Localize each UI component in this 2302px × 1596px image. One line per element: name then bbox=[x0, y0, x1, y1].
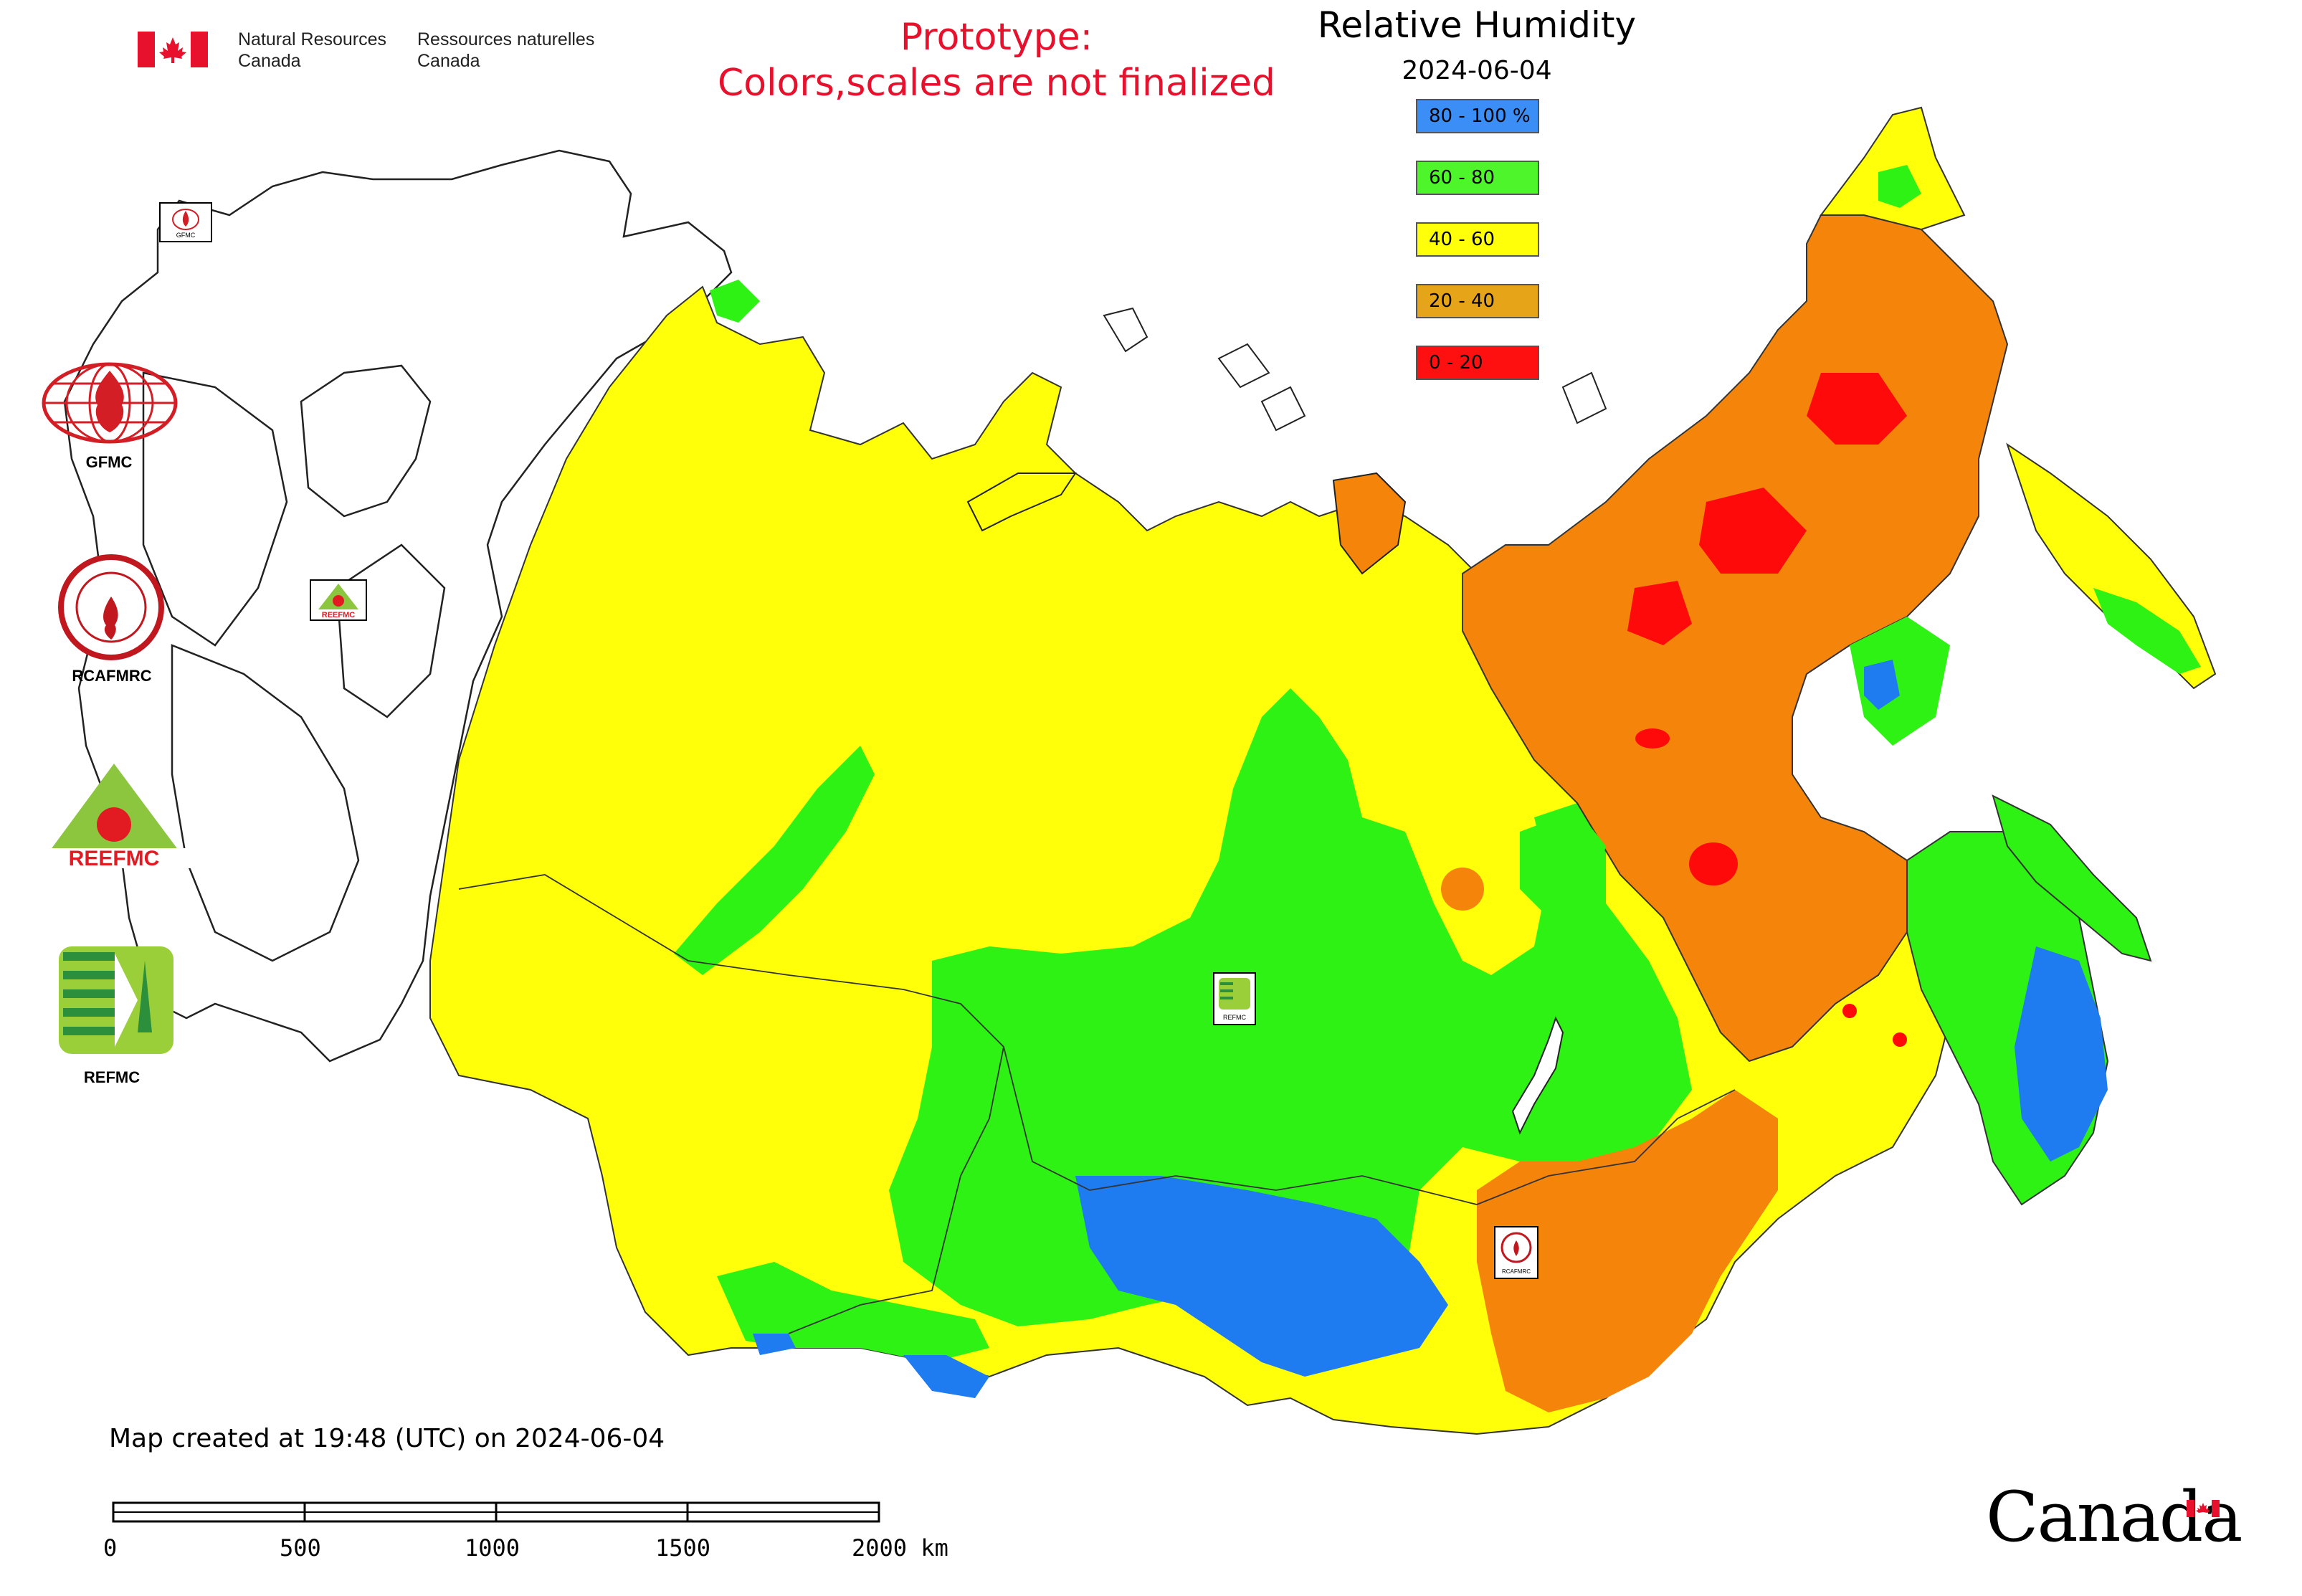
europe-outline bbox=[63, 149, 733, 1063]
rcafmrc-badge-text: RCAFMRC bbox=[1502, 1268, 1531, 1275]
refmc-badge: REFMC bbox=[1213, 972, 1256, 1025]
canada-flag-icon bbox=[138, 32, 208, 67]
region-green-central bbox=[889, 688, 1692, 1326]
region-green-aldan bbox=[1520, 810, 1606, 918]
legend-item-40-60: 40 - 60 bbox=[1416, 222, 1539, 257]
refmc-badge-icon: REFMC bbox=[1219, 978, 1250, 1021]
gov-name-en-line2: Canada bbox=[238, 51, 301, 71]
scale-label-2000: 2000 km bbox=[852, 1534, 948, 1562]
lake-baikal bbox=[1511, 1016, 1564, 1135]
gfmc-globe-icon bbox=[42, 362, 178, 444]
novaya-zemlya bbox=[966, 472, 1077, 532]
legend-item-0-20: 0 - 20 bbox=[1416, 346, 1539, 380]
rcafmrc-badge-icon: RCAFMRC bbox=[1500, 1232, 1532, 1275]
gfmc-logo bbox=[42, 362, 178, 445]
orange-patch-small bbox=[1441, 868, 1484, 911]
legend-label: 80 - 100 % bbox=[1429, 105, 1531, 127]
rcafmrc-badge: RCAFMRC bbox=[1494, 1226, 1538, 1279]
legend-item-20-40: 20 - 40 bbox=[1416, 284, 1539, 318]
region-blue-kazakh bbox=[903, 1355, 989, 1398]
red-hotspots bbox=[1627, 373, 1907, 1047]
gfmc-badge-icon: GFMC bbox=[172, 209, 199, 239]
gov-name-en: Natural Resources Canada bbox=[238, 29, 386, 72]
legend: 80 - 100 % 60 - 80 40 - 60 20 - 40 0 - 2… bbox=[1416, 99, 1539, 386]
gfmc-badge-text: GFMC bbox=[176, 232, 196, 239]
refmc-badge-text: REFMC bbox=[1223, 1014, 1246, 1021]
legend-label: 40 - 60 bbox=[1429, 229, 1495, 250]
gov-name-fr-line2: Canada bbox=[417, 51, 480, 71]
gov-name-fr: Ressources naturelles Canada bbox=[417, 29, 594, 72]
region-blue-primorye bbox=[2015, 946, 2108, 1162]
map-title: Relative Humidity bbox=[1317, 4, 1637, 46]
rcafmrc-label: RCAFMRC bbox=[72, 667, 152, 685]
scale-label-1500: 1500 bbox=[655, 1534, 711, 1562]
canada-wordmark: Canada bbox=[1986, 1477, 2242, 1557]
canada-wordmark-flag-icon bbox=[2187, 1500, 2220, 1517]
sakhalin bbox=[1992, 794, 2152, 962]
region-green-chukotka bbox=[1878, 165, 1921, 208]
refmc-sigma-icon bbox=[59, 946, 173, 1054]
rcafmrc-seal-icon bbox=[58, 554, 164, 660]
scale-label-500: 500 bbox=[280, 1534, 321, 1562]
region-blue-caspian bbox=[753, 1334, 796, 1355]
legend-item-60-80: 60 - 80 bbox=[1416, 161, 1539, 195]
refmc-logo bbox=[59, 946, 173, 1054]
region-green-west-siberia bbox=[674, 746, 875, 975]
canada-wordmark-flag bbox=[2187, 1500, 2220, 1517]
region-green-north-europe bbox=[710, 280, 760, 323]
region-green-okhotsk bbox=[1850, 617, 1950, 746]
reefmc-logo: REEFMC bbox=[37, 764, 191, 871]
gfmc-badge: GFMC bbox=[159, 202, 212, 242]
region-green-kamchatka bbox=[2093, 588, 2201, 674]
reefmc-badge: REEFMC bbox=[310, 579, 367, 621]
borders bbox=[458, 874, 1736, 1334]
arctic-islands bbox=[1103, 307, 1607, 432]
gov-name-fr-line1: Ressources naturelles bbox=[417, 29, 595, 49]
legend-label: 60 - 80 bbox=[1429, 167, 1495, 189]
region-blue-south bbox=[1075, 1176, 1448, 1377]
region-blue-okhotsk bbox=[1864, 660, 1900, 710]
reefmc-triangle-icon: REEFMC bbox=[37, 764, 191, 870]
reefmc-mark-text: REEFMC bbox=[69, 847, 160, 870]
scale-label-1000: 1000 bbox=[465, 1534, 520, 1562]
reefmc-badge-text: REEFMC bbox=[322, 611, 356, 619]
prototype-line2: Colors,scales are not finalized bbox=[717, 62, 1276, 105]
scale-bar bbox=[112, 1501, 886, 1530]
canada-flag-header bbox=[138, 32, 208, 67]
scale-label-0: 0 bbox=[103, 1534, 118, 1562]
legend-label: 0 - 20 bbox=[1429, 352, 1483, 374]
gov-name-en-line1: Natural Resources bbox=[238, 29, 387, 49]
map-date: 2024-06-04 bbox=[1402, 56, 1552, 85]
gfmc-label: GFMC bbox=[85, 453, 133, 471]
severnaya-zemlya bbox=[1332, 472, 1407, 575]
refmc-label: REFMC bbox=[83, 1068, 141, 1086]
prototype-notice: Prototype: Colors,scales are not finaliz… bbox=[674, 14, 1319, 106]
map-created-text: Map created at 19:48 (UTC) on 2024-06-04 bbox=[109, 1424, 665, 1453]
rcafmrc-logo bbox=[57, 554, 165, 661]
prototype-line1: Prototype: bbox=[900, 16, 1093, 59]
legend-item-80-100: 80 - 100 % bbox=[1416, 99, 1539, 133]
scale-bar-graphic bbox=[112, 1501, 880, 1523]
legend-label: 20 - 40 bbox=[1429, 290, 1495, 312]
reefmc-badge-icon: REEFMC bbox=[318, 584, 358, 619]
region-orange-transbaikal bbox=[1477, 1090, 1778, 1412]
